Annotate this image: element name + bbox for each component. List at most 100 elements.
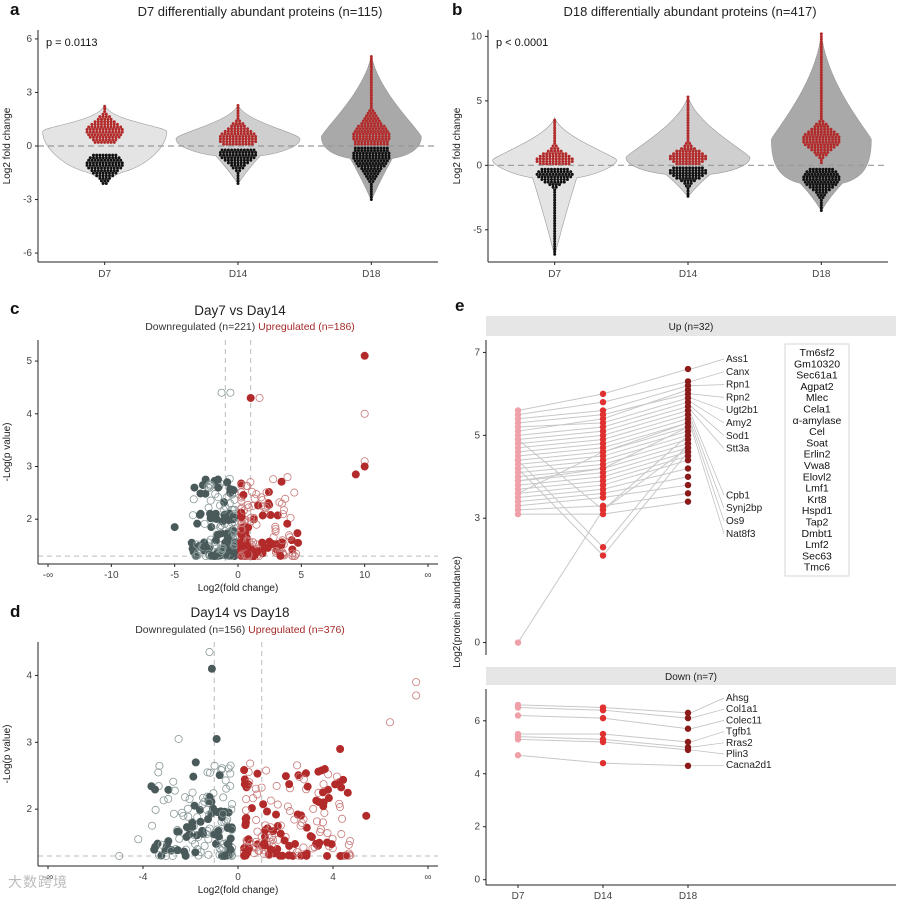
b-down-point — [675, 176, 679, 180]
d-point — [266, 845, 275, 854]
b-up-point — [549, 149, 553, 153]
a-up-point — [95, 138, 99, 142]
d-point — [292, 847, 301, 856]
panel-a-title: D7 differentially abundant proteins (n=1… — [137, 4, 383, 19]
e-gene-list-item: Hspd1 — [802, 505, 833, 517]
a-up-point — [369, 88, 373, 92]
b-down-point — [686, 179, 690, 183]
a-up-point — [376, 140, 380, 144]
b-ytick-label: 0 — [476, 160, 482, 171]
e-strip-label-1: Down (n=7) — [665, 672, 717, 683]
b-down-point — [818, 196, 822, 200]
a-down-point — [101, 156, 105, 160]
d-ytick-label: 3 — [26, 737, 32, 748]
d-point — [331, 780, 340, 789]
d-outlier-point — [412, 691, 421, 700]
b-down-point — [553, 229, 557, 233]
b-down-point — [675, 174, 679, 178]
b-up-point — [686, 144, 690, 148]
e-point — [599, 759, 607, 767]
b-up-point — [816, 125, 820, 129]
e-point — [514, 436, 522, 443]
b-up-point — [803, 143, 807, 147]
a-up-point — [231, 122, 235, 126]
d-point — [190, 839, 199, 848]
a-down-point — [376, 172, 380, 176]
c-xtick-label: ∞ — [424, 570, 431, 581]
d-outlier-point — [385, 718, 394, 727]
a-up-point — [93, 120, 97, 124]
d-point — [198, 800, 207, 809]
d-point — [227, 805, 236, 814]
a-down-point — [355, 161, 359, 165]
a-down-point — [106, 166, 110, 170]
c-outlier-point — [226, 388, 235, 397]
e-gene-label: Cpb1 — [726, 490, 750, 501]
b-down-point — [815, 170, 819, 174]
a-down-point — [246, 161, 250, 165]
a-down-point — [387, 154, 391, 158]
a-down-point — [374, 174, 378, 178]
d-point — [180, 847, 189, 856]
b-up-point — [683, 147, 687, 151]
d-xtick-label: 0 — [235, 872, 241, 883]
a-up-point — [371, 109, 375, 113]
b-up-point — [553, 147, 557, 151]
c-point — [262, 488, 271, 497]
a-down-point — [352, 156, 356, 160]
e-gene-label: Plin3 — [726, 749, 749, 760]
a-down-point — [366, 172, 370, 176]
b-up-point — [684, 157, 688, 161]
b-up-point — [819, 150, 823, 154]
b-down-point — [831, 183, 835, 187]
b-up-point — [819, 145, 823, 149]
a-down-point — [238, 166, 242, 170]
d-point — [293, 761, 302, 770]
b-up-point — [819, 37, 823, 41]
b-up-point — [554, 144, 558, 148]
c-point — [252, 490, 261, 499]
a-down-point — [238, 169, 242, 173]
a-down-point — [228, 153, 232, 157]
b-down-point — [808, 175, 812, 179]
b-down-point — [834, 178, 838, 182]
b-up-point — [553, 136, 557, 140]
b-up-point — [553, 139, 557, 143]
b-up-point — [819, 83, 823, 87]
a-up-point — [374, 114, 378, 118]
a-down-point — [254, 153, 258, 157]
d-point — [226, 769, 235, 778]
c-point — [277, 540, 286, 549]
e-leader-line — [690, 764, 725, 767]
e-leader-line — [690, 720, 725, 730]
e-point — [684, 465, 692, 472]
e-leader-line — [690, 414, 725, 496]
a-down-point — [379, 146, 383, 150]
b-down-point — [684, 168, 688, 172]
a-down-point — [250, 153, 254, 157]
e-gene-list-item: Elovl2 — [803, 471, 832, 483]
b-down-point — [823, 180, 827, 184]
a-up-point — [106, 140, 110, 144]
a-up-point — [368, 114, 372, 118]
b-up-point — [805, 140, 809, 144]
a-down-point — [368, 154, 372, 158]
a-up-point — [106, 133, 110, 137]
d-point — [312, 839, 321, 848]
a-up-point — [246, 127, 250, 131]
a-up-point — [369, 78, 373, 82]
b-down-point — [553, 201, 557, 205]
a-up-point — [369, 96, 373, 100]
b-down-point — [553, 203, 557, 207]
b-up-point — [691, 149, 695, 153]
a-up-point — [225, 140, 229, 144]
b-down-point — [672, 168, 676, 172]
a-down-point — [234, 169, 238, 173]
a-down-point — [363, 164, 367, 168]
b-down-point — [553, 214, 557, 218]
a-down-point — [234, 166, 238, 170]
d-point — [164, 794, 173, 803]
a-up-point — [387, 132, 391, 136]
b-up-point — [692, 147, 696, 151]
